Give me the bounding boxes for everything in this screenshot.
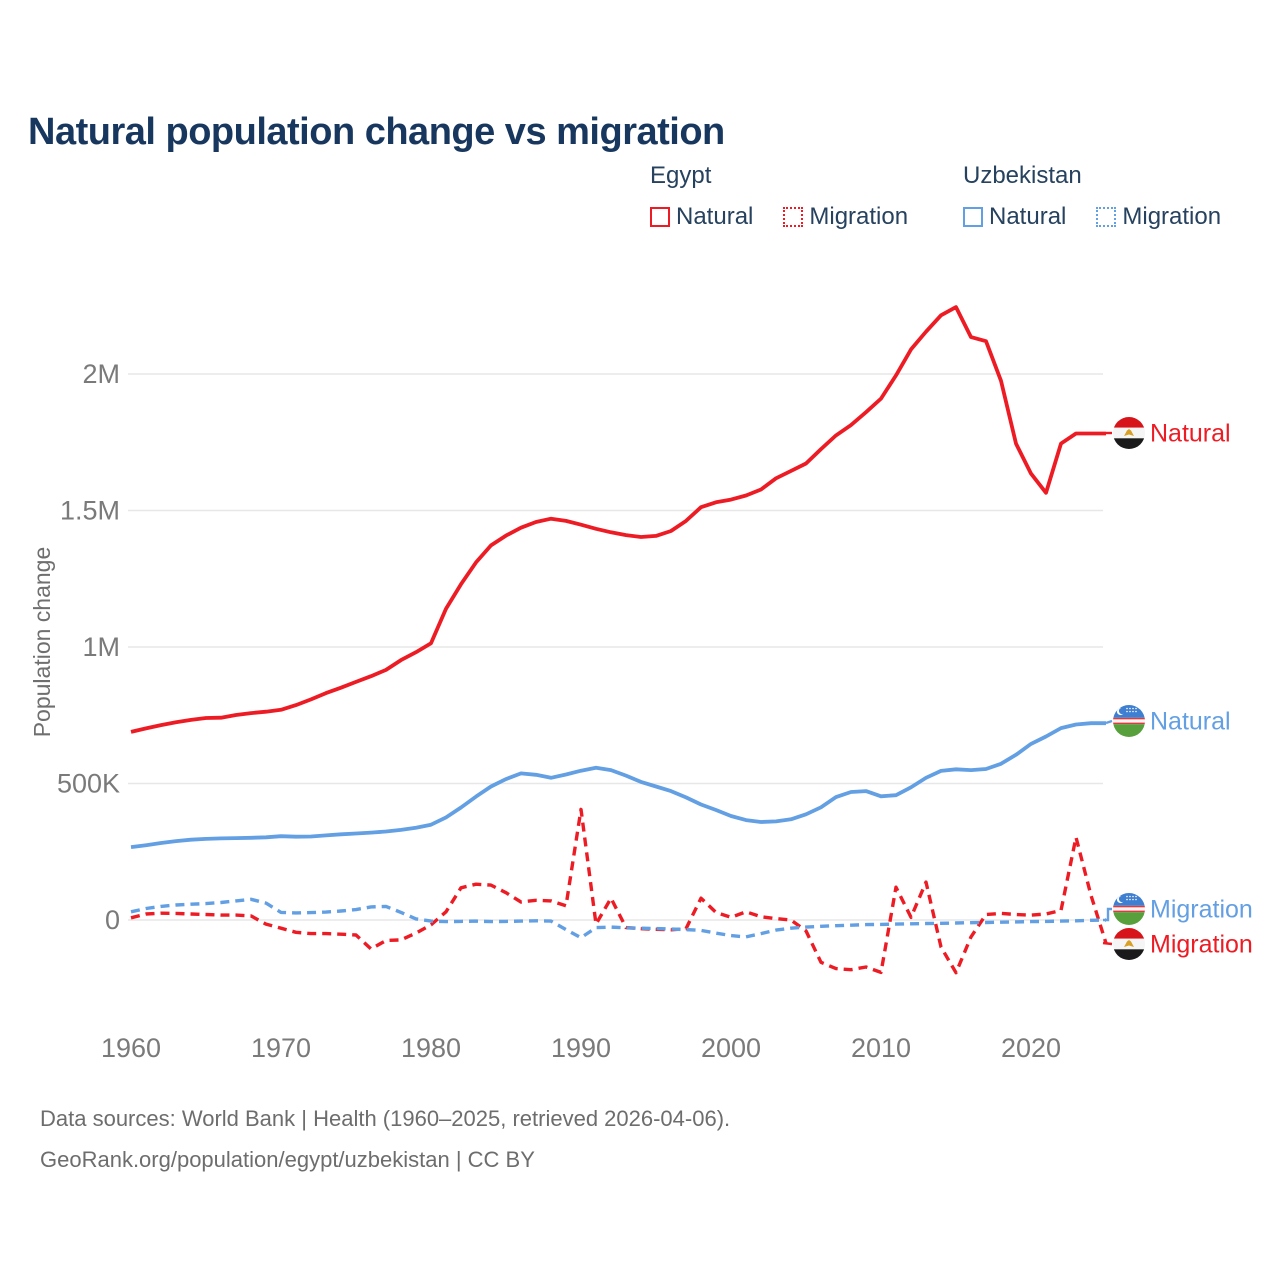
legend-swatch-uzbekistan-natural — [963, 207, 983, 227]
legend-item-uzbekistan-migration[interactable]: Migration — [1096, 203, 1221, 231]
legend-item-egypt-natural[interactable]: Natural — [650, 203, 753, 231]
legend-swatch-uzbekistan-migration — [1096, 207, 1117, 227]
egypt-flag-icon — [1113, 417, 1145, 449]
legend-label-uzbekistan-migration: Migration — [1122, 203, 1222, 230]
legend-header-uzbekistan: Uzbekistan — [963, 162, 1082, 189]
footer-attribution: GeoRank.org/population/egypt/uzbekistan … — [40, 1147, 535, 1172]
x-tick-label-1970: 1970 — [251, 1033, 311, 1063]
x-tick-label-2000: 2000 — [701, 1033, 761, 1063]
egypt-eagle-emblem — [1124, 940, 1134, 947]
end-label-uzbekistan-natural[interactable]: Natural — [1150, 708, 1231, 736]
end-label-egypt-natural[interactable]: Natural — [1150, 420, 1231, 448]
legend-label-uzbekistan-natural: Natural — [989, 203, 1067, 230]
legend-label-egypt-natural: Natural — [676, 203, 754, 230]
uzbekistan-flag-icon — [1113, 705, 1145, 737]
egypt-flag-icon — [1113, 928, 1145, 960]
page-title: Natural population change vs migration — [28, 111, 725, 154]
x-tick-label-2010: 2010 — [851, 1033, 911, 1063]
legend-group-egypt: Egypt Natural Migration — [650, 162, 938, 231]
x-tick-label-1990: 1990 — [551, 1033, 611, 1063]
series-line-uzbekistan-migration[interactable] — [130, 897, 1107, 940]
series-line-uzbekistan-natural[interactable] — [130, 721, 1106, 849]
end-label-uzbekistan-migration[interactable]: Migration — [1150, 896, 1253, 924]
end-leader-egypt-migration — [1102, 941, 1113, 946]
legend-swatch-egypt-migration — [783, 207, 804, 227]
y-tick-label-1M: 1M — [82, 632, 120, 662]
series-line-egypt-migration[interactable] — [130, 807, 1108, 975]
legend-group-uzbekistan: Uzbekistan Natural Migration — [963, 162, 1251, 231]
legend-row-egypt: Natural Migration — [650, 203, 938, 231]
legend-row-uzbekistan: Natural Migration — [963, 203, 1251, 231]
egypt-eagle-emblem — [1124, 429, 1134, 436]
legend-label-egypt-migration: Migration — [809, 203, 909, 230]
x-tick-label-2020: 2020 — [1001, 1033, 1061, 1063]
footer-sources: Data sources: World Bank | Health (1960–… — [40, 1106, 731, 1131]
y-tick-label-1.5M: 1.5M — [60, 496, 120, 526]
x-tick-label-1960: 1960 — [101, 1033, 161, 1063]
y-tick-label-2M: 2M — [82, 359, 120, 389]
legend-item-uzbekistan-natural[interactable]: Natural — [963, 203, 1066, 231]
legend-item-egypt-migration[interactable]: Migration — [783, 203, 908, 231]
series-line-egypt-natural[interactable] — [130, 305, 1106, 734]
x-tick-label-1980: 1980 — [401, 1033, 461, 1063]
y-tick-label-500K: 500K — [57, 769, 120, 799]
end-leader-uzbekistan-natural — [1105, 719, 1113, 725]
uzbekistan-flag-icon — [1113, 893, 1145, 925]
footer: Data sources: World Bank | Health (1960–… — [40, 1098, 730, 1180]
legend-header-egypt: Egypt — [650, 162, 712, 189]
end-label-egypt-migration[interactable]: Migration — [1150, 931, 1253, 959]
y-tick-label-0: 0 — [105, 905, 120, 935]
end-leader-uzbekistan-migration — [1103, 907, 1112, 922]
legend-swatch-egypt-natural — [650, 207, 670, 227]
